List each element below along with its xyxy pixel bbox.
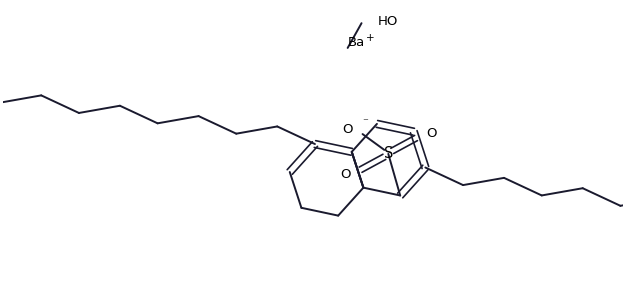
Text: O: O <box>340 168 351 181</box>
Text: O: O <box>342 123 352 136</box>
Text: ⁻: ⁻ <box>362 117 369 127</box>
Text: +: + <box>366 33 374 43</box>
Text: Ba: Ba <box>347 36 365 49</box>
Text: HO: HO <box>377 15 398 28</box>
Text: S: S <box>384 147 393 161</box>
Text: O: O <box>426 127 436 140</box>
